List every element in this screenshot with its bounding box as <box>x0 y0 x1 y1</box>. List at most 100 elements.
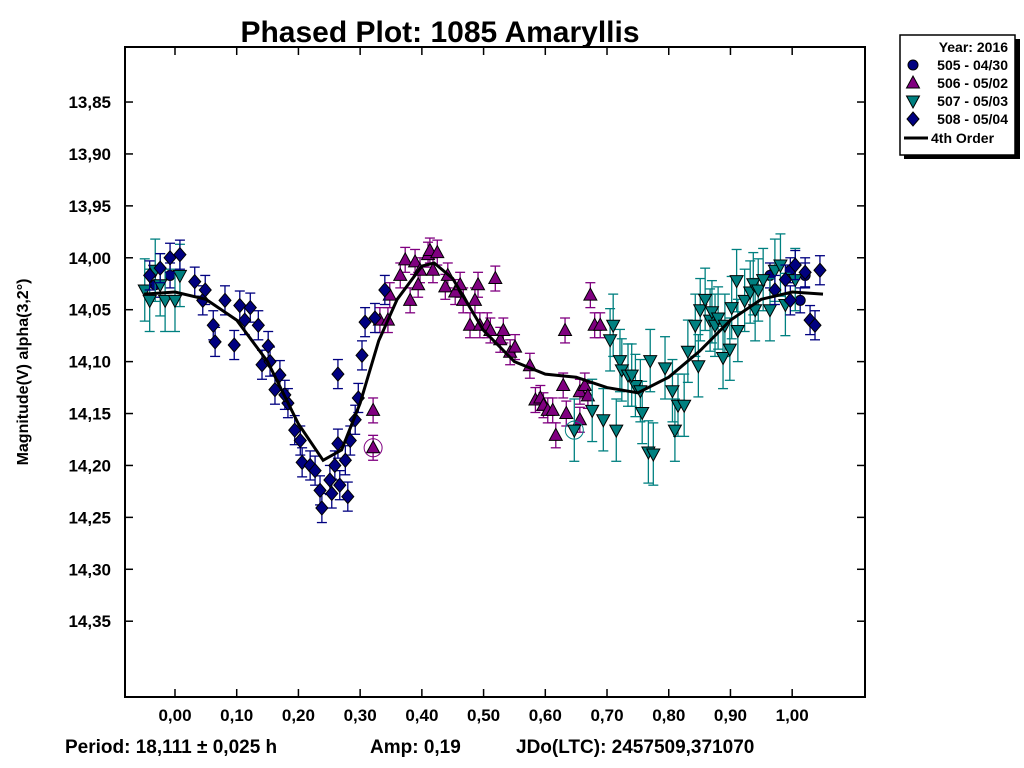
y-tick-label: 14,15 <box>68 405 111 424</box>
data-point <box>188 273 202 290</box>
data-point <box>697 293 713 308</box>
data-point <box>715 351 731 366</box>
data-point <box>583 287 598 301</box>
data-point <box>722 343 738 358</box>
data-point <box>325 485 339 502</box>
data-point <box>313 482 327 499</box>
x-tick-label: 0,10 <box>220 706 253 725</box>
data-point <box>218 292 232 309</box>
highlight-ring <box>363 438 383 458</box>
data-point <box>323 472 337 488</box>
data-point <box>580 387 596 402</box>
data-point <box>667 424 683 439</box>
y-axis: 13,85 13,90 13,95 14,00 14,05 14,10 14,15 14,20… <box>68 93 865 631</box>
x-tick-label: 0,80 <box>652 706 685 725</box>
data-point <box>798 264 812 281</box>
data-point <box>462 317 478 331</box>
data-point <box>173 246 187 263</box>
y-tick-label: 14,25 <box>68 508 111 527</box>
data-point <box>157 294 173 309</box>
data-point <box>642 355 658 369</box>
data-point <box>773 259 788 274</box>
data-point <box>634 406 650 421</box>
data-point <box>778 271 793 288</box>
data-point <box>470 276 486 291</box>
legend-item-fit: 4th Order <box>931 130 995 146</box>
data-point <box>495 322 511 336</box>
data-point <box>612 355 628 369</box>
data-point <box>608 424 624 439</box>
x-tick-label: 1,00 <box>776 706 809 725</box>
data-point <box>783 292 797 309</box>
data-point <box>153 260 167 276</box>
legend-marker-triangle-up <box>905 74 921 89</box>
data-point <box>467 292 483 306</box>
y-tick-label: 14,20 <box>68 456 111 475</box>
data-point <box>545 402 561 416</box>
data-point <box>208 334 222 350</box>
y-tick-label: 14,35 <box>68 612 111 631</box>
y-tick-label: 14,00 <box>68 249 111 268</box>
data-point <box>288 422 302 438</box>
data-point <box>692 304 708 318</box>
series-506 <box>363 237 608 461</box>
data-point <box>676 399 692 414</box>
data-point <box>487 270 503 285</box>
data-point <box>645 448 661 463</box>
x-tick-label: 0,70 <box>590 706 623 725</box>
data-point <box>227 337 241 353</box>
data-point <box>555 377 571 391</box>
data-point <box>710 312 726 327</box>
amp-text: Amp: 0,19 <box>370 737 461 758</box>
plot-frame <box>124 46 866 698</box>
x-axis: 0,00 0,10 0,20 0,30 0,40 0,50 0,60 0,70 0,80 0,90… <box>158 47 809 725</box>
x-tick-label: 0,60 <box>529 706 562 725</box>
data-point <box>665 385 680 399</box>
data-point <box>592 317 608 331</box>
data-point <box>584 404 600 419</box>
data-point <box>243 299 257 316</box>
data-point <box>657 362 673 376</box>
data-point <box>813 262 827 279</box>
data-point <box>198 282 212 298</box>
data-point <box>293 432 307 449</box>
data-point <box>737 294 752 309</box>
data-point <box>755 274 771 288</box>
data-point <box>238 312 252 328</box>
footer: Period: 18,111 ± 0,025 h Amp: 0,19 JDo(L… <box>65 737 754 758</box>
x-tick-label: 0,40 <box>405 706 438 725</box>
legend-marker-circle <box>907 59 919 71</box>
legend-item: 505 - 04/30 <box>937 57 1008 73</box>
data-point <box>425 262 441 276</box>
x-tick-label: 0,00 <box>158 706 191 725</box>
legend-title: Year: 2016 <box>939 39 1008 55</box>
data-point <box>167 294 183 309</box>
data-point <box>328 457 342 474</box>
y-axis-label: Magnitude(V) alpha(3,2°) <box>15 279 32 466</box>
period-text: Period: 18,111 ± 0,025 h <box>65 737 277 758</box>
data-point <box>365 439 381 454</box>
data-point <box>355 347 369 364</box>
data-point <box>410 276 426 291</box>
legend-box <box>899 34 1016 156</box>
legend-marker-diamond <box>906 111 920 127</box>
legend: Year: 2016 505 - 04/30 506 - 05/02 507 - 0… <box>899 34 1020 159</box>
y-tick-label: 13,95 <box>68 197 111 216</box>
data-point <box>729 275 744 289</box>
legend-item: 507 - 05/03 <box>937 93 1008 109</box>
data-point <box>724 302 740 316</box>
legend-item: 506 - 05/02 <box>937 75 1008 91</box>
data-point <box>507 339 523 353</box>
data-point <box>365 402 381 416</box>
fit-curve <box>143 261 824 463</box>
data-point <box>331 366 345 382</box>
data-point <box>437 278 453 293</box>
data-point <box>378 282 392 298</box>
data-point <box>577 377 593 391</box>
y-tick-label: 14,30 <box>68 560 111 579</box>
data-point <box>492 331 508 346</box>
data-point <box>341 488 355 505</box>
data-point <box>358 314 372 330</box>
data-point <box>206 317 220 334</box>
